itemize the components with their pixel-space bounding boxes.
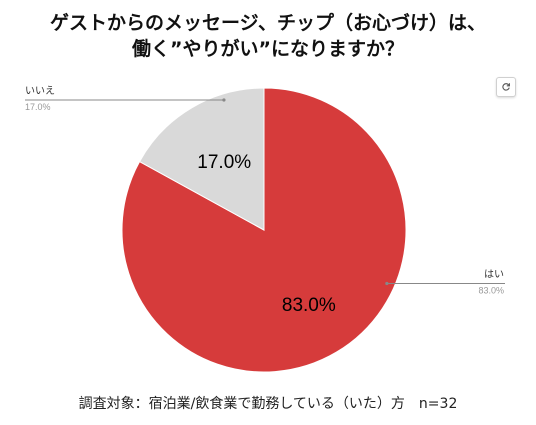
callout-value-no: 17.0% [25,102,51,112]
callout-name-no: いいえ [25,85,55,97]
callout-name-yes: はい [484,269,504,281]
reload-button[interactable] [496,77,516,97]
chart-title-line-2: 働く”やりがい”になりますか？ [132,38,404,60]
slice-value-label-yes: 83.0% [282,295,336,316]
survey-note: 調査対象：宿泊業/飲食業で勤務している（いた）方 n=32 [78,396,458,412]
callout-value-yes: 83.0% [478,286,504,296]
pie-slice-no [138,87,265,231]
reload-icon [502,83,510,91]
chart-title-line-1: ゲストからのメッセージ、チップ（お心づけ）は、 [49,12,487,34]
slice-value-label-no: 17.0% [197,152,251,173]
chart-title: ゲストからのメッセージ、チップ（お心づけ）は、 働く”やりがい”になりますか？ [0,10,536,62]
